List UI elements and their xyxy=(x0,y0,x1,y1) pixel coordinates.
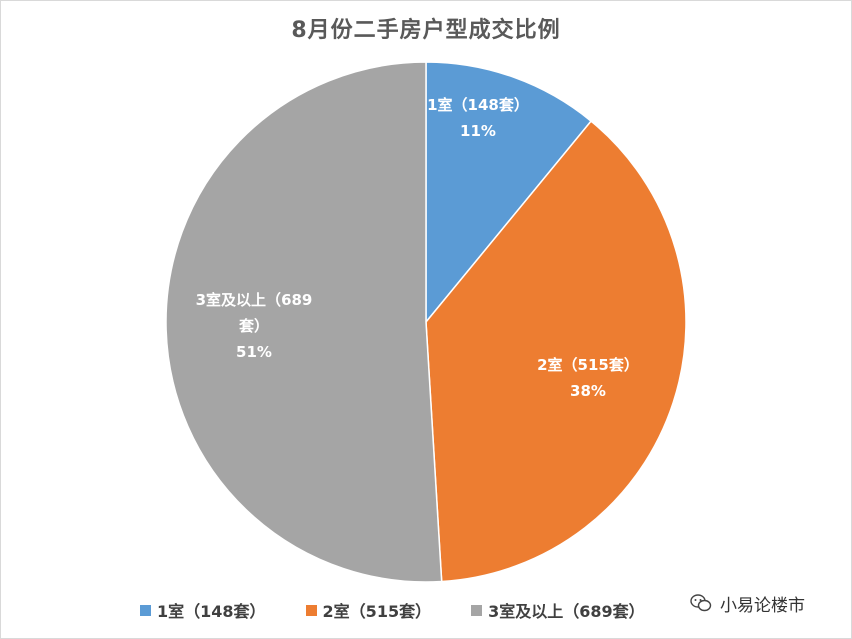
legend-swatch xyxy=(305,604,317,616)
legend-swatch xyxy=(140,604,151,616)
slice-label-3: 3室及以上（689 套） 51% xyxy=(196,291,313,361)
legend-label: 3室及以上（689套） xyxy=(488,602,645,621)
pie-slice-3 xyxy=(165,61,443,583)
legend-label: 2室（515套） xyxy=(322,602,432,621)
pie-slice-2 xyxy=(425,120,687,583)
legend: 1室（148套） 2室（515套） 3室及以上（689套） xyxy=(140,597,645,623)
legend-item-3: 3室及以上（689套） xyxy=(471,598,645,622)
slice-label-2: 2室（515套） 38% xyxy=(537,356,639,400)
watermark-text: 小易论楼市 xyxy=(720,595,805,616)
watermark: 小易论楼市 xyxy=(690,588,805,618)
legend-item-1: 1室（148套） xyxy=(140,598,266,622)
pie-slice-1 xyxy=(425,61,593,325)
legend-label: 1室（148套） xyxy=(157,602,266,621)
slice-label-1: 1室（148套） 11% xyxy=(427,96,529,140)
wechat-icon xyxy=(690,594,712,612)
chart-title: 8月份二手房户型成交比例 xyxy=(291,18,561,43)
legend-item-2: 2室（515套） xyxy=(305,598,432,622)
legend-swatch xyxy=(471,604,483,616)
